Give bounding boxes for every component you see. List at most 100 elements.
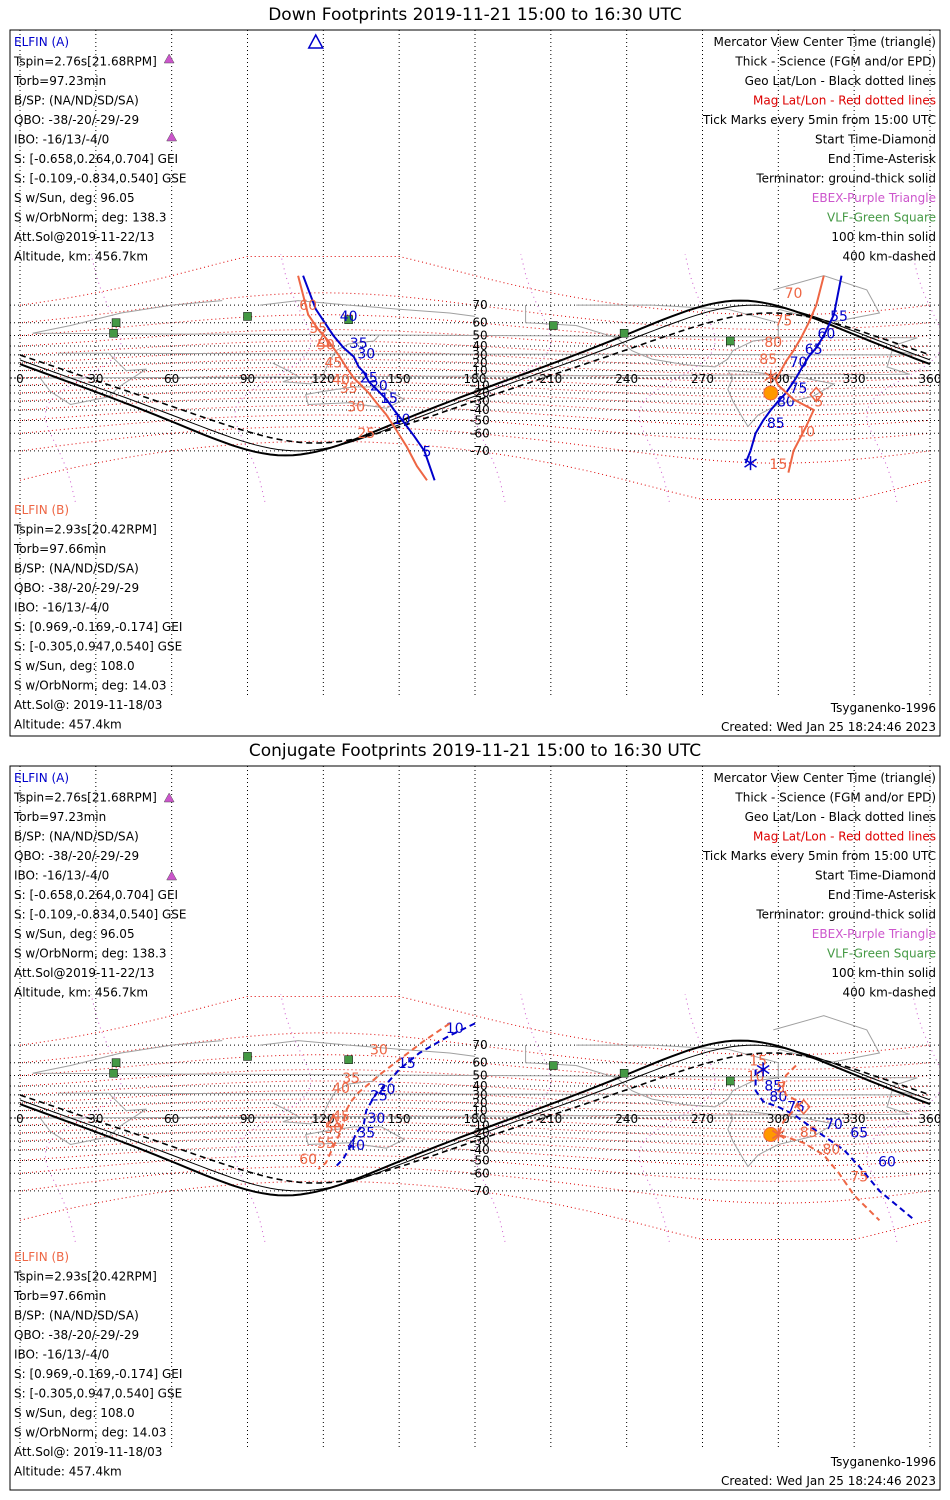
lat-tick-label: 20 xyxy=(472,1096,487,1110)
footprint-track-elfin-b xyxy=(317,1022,451,1170)
track-time-tick-label: 40 xyxy=(332,1081,350,1097)
elfin-b-info-line: Torb=97.66min xyxy=(13,1289,106,1303)
mag-lat-line xyxy=(19,414,931,442)
track-time-tick-label: 40 xyxy=(332,373,350,389)
lon-tick-label: 30 xyxy=(88,372,103,386)
legend-line: 100 km-thin solid xyxy=(831,230,936,244)
elfin-a-info-line: Att.Sol@2019-11-22/13 xyxy=(14,230,155,244)
track-time-tick-label: 35 xyxy=(342,1071,360,1087)
legend-line: End Time-Asterisk xyxy=(828,888,936,902)
lon-tick-label: 330 xyxy=(843,1112,866,1126)
legend-line: End Time-Asterisk xyxy=(828,152,936,166)
elfin-a-info-line: B/SP: (NA/ND/SD/SA) xyxy=(14,94,139,108)
lon-tick-label: 180 xyxy=(464,372,487,386)
coastline xyxy=(305,386,406,409)
lat-tick-label: 30 xyxy=(472,1088,487,1102)
track-time-tick-label: 55 xyxy=(317,1136,335,1152)
lat-tick-label: -10 xyxy=(470,1118,490,1132)
footprint-track-elfin-b xyxy=(776,1064,881,1222)
lat-tick-label: 50 xyxy=(472,329,487,343)
track-time-tick-label: 40 xyxy=(347,1138,365,1154)
sun-icon xyxy=(763,1127,779,1143)
lon-tick-label: 240 xyxy=(615,372,638,386)
legend-line: EBEX-Purple Triangle xyxy=(812,927,936,941)
elfin-a-info-line: Tspin=2.76s[21.68RPM] xyxy=(13,791,157,805)
legend-line: Tick Marks every 5min from 15:00 UTC xyxy=(702,113,936,127)
track-time-tick-label: 10 xyxy=(797,424,815,440)
legend-line: 400 km-dashed xyxy=(842,250,936,264)
track-time-tick-label: 80 xyxy=(764,335,782,351)
track-time-tick-label: 65 xyxy=(850,1126,868,1142)
elfin-a-info-line: Att.Sol@2019-11-22/13 xyxy=(14,966,155,980)
track-time-tick-label: 50 xyxy=(325,1121,343,1137)
track-time-tick-label: 35 xyxy=(340,381,358,397)
elfin-b-info-line: S: [0.969,-0.169,-0.174] GEI xyxy=(14,1367,182,1381)
track-time-tick-label: 30 xyxy=(347,399,365,415)
elfin-b-info-line: S w/Sun, deg: 108.0 xyxy=(14,659,135,673)
start-time-diamond-icon xyxy=(796,1098,811,1116)
lat-tick-label: -40 xyxy=(470,403,490,417)
elfin-a-info-line: S w/OrbNorm, deg: 138.3 xyxy=(14,947,166,961)
track-time-tick-label: 10 xyxy=(446,1021,464,1037)
track-time-tick-label: 75 xyxy=(774,314,792,330)
lon-tick-label: 180 xyxy=(464,1112,487,1126)
track-time-tick-label: 40 xyxy=(340,309,358,325)
vlf-station-square xyxy=(726,336,735,346)
lat-tick-label: -60 xyxy=(470,426,490,440)
track-time-tick-label: 30 xyxy=(368,1111,386,1127)
elfin-a-info-line: Altitude, km: 456.7km xyxy=(14,986,148,1000)
footprint-track-elfin-a xyxy=(335,1022,476,1168)
track-time-tick-label: 5 xyxy=(814,394,823,410)
terminator-ground-line xyxy=(19,299,931,457)
end-time-asterisk-icon xyxy=(764,369,778,384)
lat-tick-label: -60 xyxy=(470,1166,490,1180)
track-time-tick-label: 5 xyxy=(423,445,432,461)
lat-tick-label: -50 xyxy=(470,413,490,427)
coastline xyxy=(773,1015,881,1064)
vlf-station-square xyxy=(243,312,252,321)
created-timestamp: Created: Wed Jan 25 18:24:46 2023 xyxy=(721,1474,936,1488)
center-time-triangle-icon xyxy=(316,332,331,347)
mag-lat-line xyxy=(19,328,931,352)
lat-tick-label: -40 xyxy=(470,1143,490,1157)
legend-line: Thick - Science (FGM and/or EPD) xyxy=(734,55,936,69)
lat-tick-label: 60 xyxy=(472,316,487,330)
map-plot-area: 0 30 60 90 120 150 180 210 240 270 300 330 360-70-60… xyxy=(10,766,940,1450)
legend-line: 400 km-dashed xyxy=(842,986,936,1000)
vlf-station-square xyxy=(619,328,629,338)
legend-line: Terminator: ground-thick solid xyxy=(755,908,936,922)
elfin-a-info-line: S: [-0.109,-0.834,0.540] GSE xyxy=(14,908,187,922)
footprint-track-elfin-b xyxy=(297,275,428,481)
lon-tick-label: 90 xyxy=(240,372,255,386)
track-time-tick-label: 25 xyxy=(360,370,378,386)
vlf-station-square xyxy=(111,318,121,327)
track-time-tick-label: 65 xyxy=(805,342,823,358)
vlf-station-square xyxy=(111,1058,121,1067)
legend-line: EBEX-Purple Triangle xyxy=(812,191,936,205)
legend-line: Mag Lat/Lon - Red dotted lines xyxy=(753,830,936,844)
lat-tick-label: -20 xyxy=(470,386,490,400)
lon-tick-label: 60 xyxy=(164,372,179,386)
coastline xyxy=(272,1075,380,1125)
legend-line: Geo Lat/Lon - Black dotted lines xyxy=(745,810,936,824)
elfin-b-info-line: S w/OrbNorm, deg: 14.03 xyxy=(14,679,166,693)
track-time-tick-label: 70 xyxy=(790,355,808,371)
track-time-tick-label: 55 xyxy=(309,321,327,337)
elfin-a-info-line: S: [-0.658,0.264,0.704] GEI xyxy=(14,888,178,902)
lat-tick-label: -70 xyxy=(470,1184,490,1198)
coastline xyxy=(260,1040,476,1057)
legend-line: Mercator View Center Time (triangle) xyxy=(714,771,936,785)
legend-line: Tick Marks every 5min from 15:00 UTC xyxy=(702,849,936,863)
vlf-station-square xyxy=(549,1061,558,1070)
legend-line: Mag Lat/Lon - Red dotted lines xyxy=(753,94,936,108)
track-time-tick-label: 30 xyxy=(370,1043,388,1059)
track-time-tick-label: 25 xyxy=(357,426,375,442)
coastline xyxy=(727,1110,836,1168)
vlf-station-square xyxy=(344,315,353,324)
ebex-triangle-icon xyxy=(166,870,178,881)
lon-tick-label: 0 xyxy=(16,1112,24,1126)
coastline xyxy=(32,1040,918,1087)
mag-lat-line xyxy=(19,1068,931,1092)
coastline xyxy=(727,370,836,428)
track-time-tick-label: 75 xyxy=(850,1169,868,1185)
